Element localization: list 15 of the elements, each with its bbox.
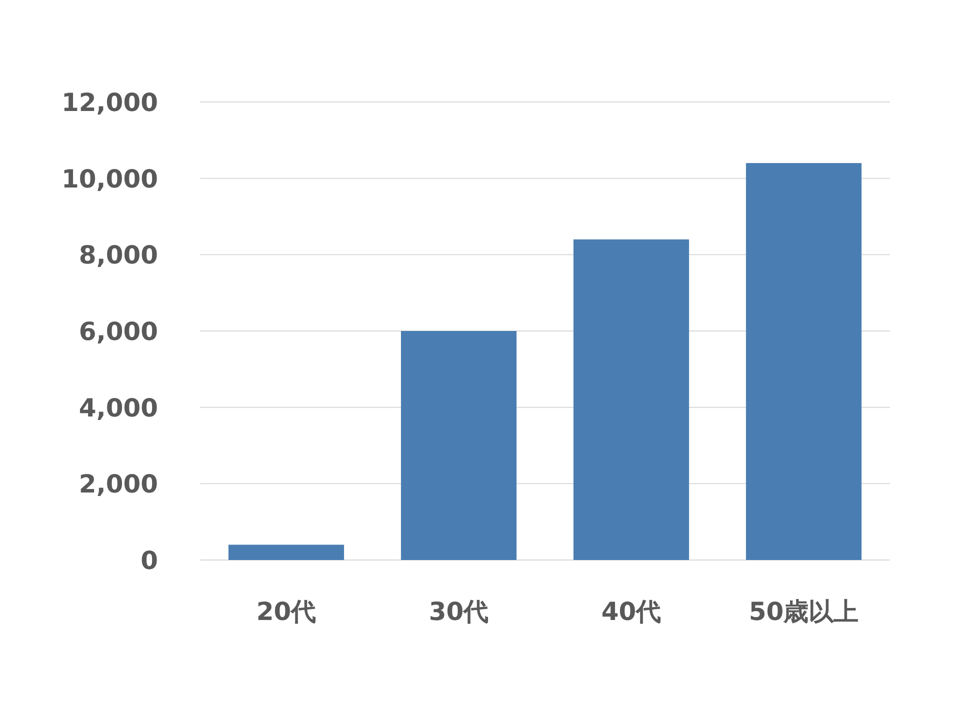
x-tick-label: 50歳以上: [748, 597, 859, 626]
x-tick-label: 40代: [601, 597, 662, 626]
y-tick-label: 0: [140, 546, 158, 575]
y-tick-label: 6,000: [78, 317, 158, 346]
y-tick-label: 4,000: [78, 393, 158, 422]
bar: [228, 544, 344, 560]
x-tick-label: 20代: [256, 597, 316, 626]
y-tick-label: 12,000: [62, 88, 158, 117]
y-tick-label: 8,000: [78, 240, 158, 270]
bar: [573, 239, 690, 560]
y-tick-label: 2,000: [78, 470, 158, 499]
bar: [746, 163, 862, 560]
bar: [400, 331, 517, 560]
y-tick-label: 10,000: [62, 164, 158, 194]
x-tick-label: 30代: [428, 597, 489, 626]
